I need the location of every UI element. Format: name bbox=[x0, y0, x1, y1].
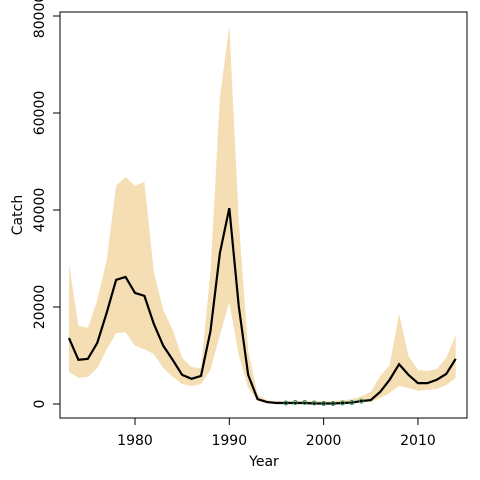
x-tick-label: 2010 bbox=[400, 433, 436, 449]
x-tick-label: 1990 bbox=[211, 433, 247, 449]
y-tick-label: 40000 bbox=[32, 188, 48, 233]
x-axis-label: Year bbox=[248, 454, 279, 470]
observed-point bbox=[311, 400, 317, 406]
observed-point bbox=[349, 400, 355, 406]
plot-frame bbox=[59, 11, 468, 419]
uncertainty-band bbox=[68, 25, 456, 404]
observed-point bbox=[302, 400, 308, 406]
x-tick-label: 2000 bbox=[306, 433, 342, 449]
y-axis-label: Catch bbox=[10, 195, 26, 235]
observed-point bbox=[292, 400, 298, 406]
observed-point bbox=[321, 401, 327, 407]
x-tick-label: 1980 bbox=[117, 433, 153, 449]
y-tick-label: 20000 bbox=[32, 285, 48, 330]
observed-point bbox=[339, 400, 345, 406]
y-tick-label: 80000 bbox=[32, 0, 48, 38]
y-tick-label: 60000 bbox=[32, 91, 48, 136]
y-tick-label: 0 bbox=[32, 400, 48, 409]
median-line bbox=[67, 207, 457, 405]
observed-point bbox=[283, 400, 289, 406]
observed-point bbox=[358, 398, 364, 404]
observed-point bbox=[330, 401, 336, 407]
